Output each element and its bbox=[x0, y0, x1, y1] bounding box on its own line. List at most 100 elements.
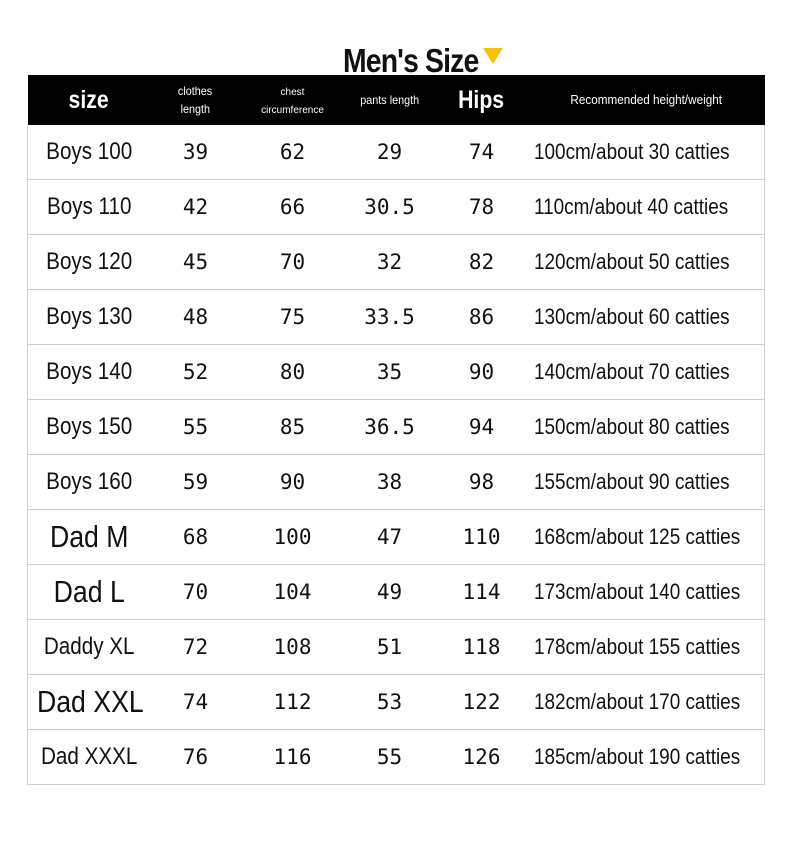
hips-cell: 94 bbox=[435, 399, 528, 455]
recommended-cell: 173cm/about 140 catties bbox=[527, 564, 765, 620]
header-chest-line1: chest bbox=[280, 87, 305, 98]
chest-cell: 108 bbox=[241, 619, 344, 675]
recommended-cell: 120cm/about 50 catties bbox=[527, 234, 765, 290]
chest-cell: 112 bbox=[241, 674, 344, 730]
pants-length-cell: 51 bbox=[343, 619, 436, 675]
size-cell: Boys 160 bbox=[36, 454, 141, 510]
table-header-row: size clothes length chest circumference … bbox=[27, 75, 765, 125]
size-cell: Dad L bbox=[36, 564, 141, 620]
recommended-text: 185cm/about 190 catties bbox=[533, 744, 740, 769]
header-pants-length: pants length bbox=[343, 75, 436, 125]
table-row: Boys 130 48 75 33.5 86 130cm/about 60 ca… bbox=[27, 289, 765, 345]
header-clothes-length: clothes length bbox=[149, 75, 242, 125]
table-row: Dad L 70 104 49 114 173cm/about 140 catt… bbox=[27, 564, 765, 620]
header-size-label: size bbox=[68, 85, 109, 114]
size-cell: Dad XXL bbox=[36, 674, 143, 730]
hips-cell: 114 bbox=[435, 564, 528, 620]
chest-cell: 70 bbox=[241, 234, 344, 290]
clothes-length-cell: 72 bbox=[149, 619, 242, 675]
size-cell: Dad M bbox=[36, 509, 141, 565]
recommended-cell: 155cm/about 90 catties bbox=[527, 454, 765, 510]
triangle-down-icon bbox=[483, 48, 503, 64]
header-clothes-length-line2: length bbox=[180, 102, 211, 116]
recommended-text: 155cm/about 90 catties bbox=[533, 469, 730, 494]
clothes-length-cell: 70 bbox=[149, 564, 242, 620]
hips-cell: 122 bbox=[435, 674, 528, 730]
hips-cell: 126 bbox=[435, 729, 528, 785]
header-hips: Hips bbox=[435, 75, 528, 125]
pants-length-cell: 36.5 bbox=[343, 399, 436, 455]
hips-cell: 86 bbox=[435, 289, 528, 345]
pants-length-cell: 55 bbox=[343, 729, 436, 785]
hips-cell: 82 bbox=[435, 234, 528, 290]
chest-cell: 104 bbox=[241, 564, 344, 620]
table-row: Daddy XL 72 108 51 118 178cm/about 155 c… bbox=[27, 619, 765, 675]
table-row: Boys 110 42 66 30.5 78 110cm/about 40 ca… bbox=[27, 179, 765, 235]
header-recommended-label: Recommended height/weight bbox=[570, 92, 722, 107]
chest-cell: 80 bbox=[241, 344, 344, 400]
clothes-length-cell: 39 bbox=[149, 125, 242, 180]
clothes-length-cell: 68 bbox=[149, 509, 242, 565]
recommended-text: 130cm/about 60 catties bbox=[533, 304, 730, 329]
recommended-text: 110cm/about 40 catties bbox=[533, 194, 728, 219]
pants-length-cell: 32 bbox=[343, 234, 436, 290]
chest-cell: 85 bbox=[241, 399, 344, 455]
recommended-text: 100cm/about 30 catties bbox=[533, 139, 730, 164]
clothes-length-cell: 76 bbox=[149, 729, 242, 785]
hips-cell: 78 bbox=[435, 179, 528, 235]
recommended-cell: 185cm/about 190 catties bbox=[527, 729, 765, 785]
pants-length-cell: 35 bbox=[343, 344, 436, 400]
recommended-text: 182cm/about 170 catties bbox=[533, 689, 740, 714]
recommended-text: 173cm/about 140 catties bbox=[533, 579, 740, 604]
clothes-length-cell: 59 bbox=[149, 454, 242, 510]
size-cell: Boys 150 bbox=[36, 399, 141, 455]
recommended-cell: 140cm/about 70 catties bbox=[527, 344, 765, 400]
chest-cell: 116 bbox=[241, 729, 344, 785]
page-title: Men's Size bbox=[343, 42, 479, 79]
clothes-length-cell: 48 bbox=[149, 289, 242, 345]
recommended-cell: 110cm/about 40 catties bbox=[527, 179, 765, 235]
chest-cell: 62 bbox=[241, 125, 344, 180]
recommended-cell: 168cm/about 125 catties bbox=[527, 509, 765, 565]
recommended-text: 120cm/about 50 catties bbox=[533, 249, 730, 274]
recommended-cell: 130cm/about 60 catties bbox=[527, 289, 765, 345]
table-row: Boys 160 59 90 38 98 155cm/about 90 catt… bbox=[27, 454, 765, 510]
header-chest-line2: circumference bbox=[261, 105, 324, 116]
clothes-length-cell: 45 bbox=[149, 234, 242, 290]
recommended-cell: 150cm/about 80 catties bbox=[527, 399, 765, 455]
header-clothes-length-line1: clothes bbox=[178, 84, 213, 98]
chest-cell: 66 bbox=[241, 179, 344, 235]
table-row: Dad XXXL 76 116 55 126 185cm/about 190 c… bbox=[27, 729, 765, 785]
size-cell: Boys 130 bbox=[36, 289, 141, 345]
recommended-cell: 178cm/about 155 catties bbox=[527, 619, 765, 675]
clothes-length-cell: 42 bbox=[149, 179, 242, 235]
size-cell: Daddy XL bbox=[36, 619, 141, 675]
recommended-text: 150cm/about 80 catties bbox=[533, 414, 730, 439]
hips-cell: 110 bbox=[435, 509, 528, 565]
chest-cell: 90 bbox=[241, 454, 344, 510]
header-size: size bbox=[27, 75, 150, 125]
pants-length-cell: 47 bbox=[343, 509, 436, 565]
hips-cell: 118 bbox=[435, 619, 528, 675]
table-row: Dad M 68 100 47 110 168cm/about 125 catt… bbox=[27, 509, 765, 565]
clothes-length-cell: 52 bbox=[149, 344, 242, 400]
hips-cell: 98 bbox=[435, 454, 528, 510]
size-cell: Boys 110 bbox=[36, 179, 141, 235]
size-cell: Boys 100 bbox=[36, 125, 141, 180]
clothes-length-cell: 55 bbox=[149, 399, 242, 455]
header-chest: chest circumference bbox=[241, 75, 344, 125]
chest-cell: 75 bbox=[241, 289, 344, 345]
table-row: Dad XXL 74 112 53 122 182cm/about 170 ca… bbox=[27, 674, 765, 730]
pants-length-cell: 53 bbox=[343, 674, 436, 730]
header-hips-label: Hips bbox=[458, 85, 505, 114]
title-area: Men's Size bbox=[0, 40, 790, 80]
recommended-text: 140cm/about 70 catties bbox=[533, 359, 730, 384]
recommended-text: 168cm/about 125 catties bbox=[533, 524, 740, 549]
size-cell: Boys 140 bbox=[36, 344, 141, 400]
table-row: Boys 100 39 62 29 74 100cm/about 30 catt… bbox=[27, 125, 765, 180]
recommended-text: 178cm/about 155 catties bbox=[533, 634, 740, 659]
recommended-cell: 182cm/about 170 catties bbox=[527, 674, 765, 730]
table-row: Boys 150 55 85 36.5 94 150cm/about 80 ca… bbox=[27, 399, 765, 455]
size-cell: Boys 120 bbox=[36, 234, 141, 290]
size-chart-table: size clothes length chest circumference … bbox=[27, 75, 765, 785]
